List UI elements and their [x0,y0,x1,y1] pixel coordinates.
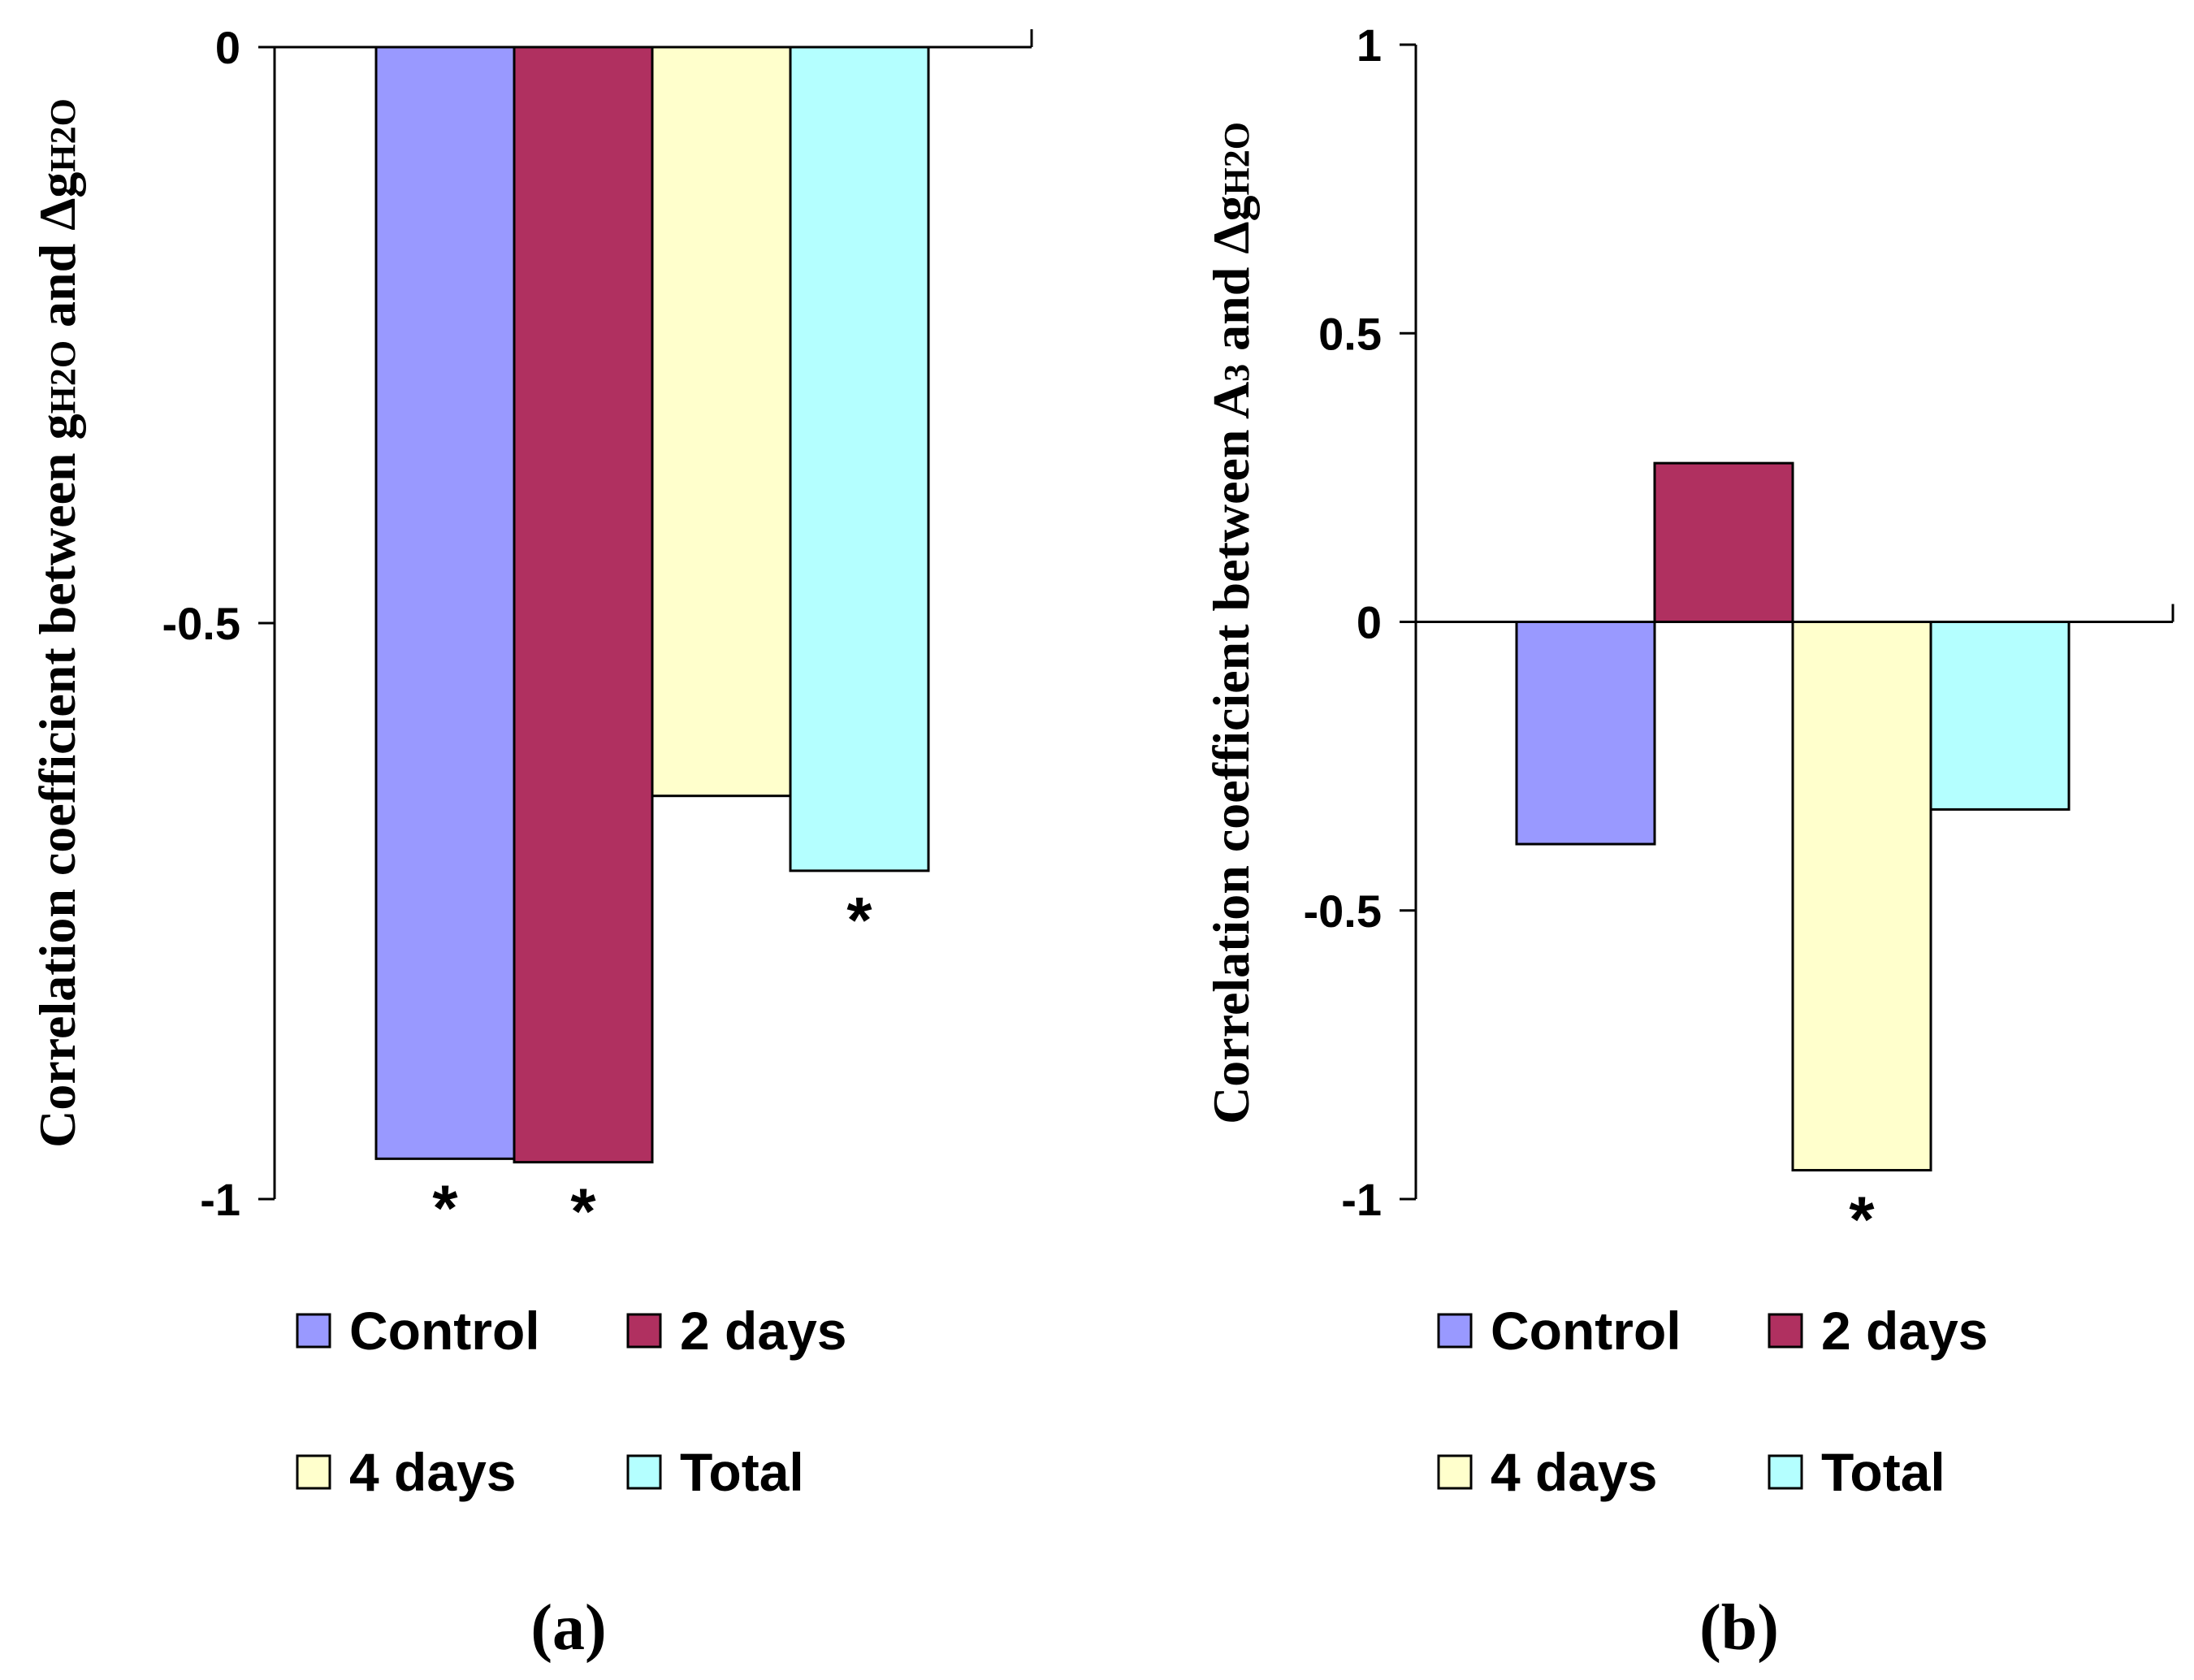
y-axis-label-part: Correlation coefficient between g [28,414,86,1147]
y-axis-label-subscript: H2O [1217,122,1257,195]
y-axis-label: Correlation coefficient between A3 and Δ… [1202,122,1260,1124]
bar-4-days [651,45,792,798]
panel-a: 0 -0.5 -1 * * * Correlation coefficient betwee… [28,22,1033,1664]
legend-swatch-4-days [296,1454,331,1490]
legend-label-2-days: 2 days [680,1301,846,1361]
bar-control [1515,621,1656,846]
significance-marker: * [1849,1183,1875,1255]
y-tick-label: 0.5 [1318,308,1382,359]
y-axis-label-subscript: H2O [43,98,83,171]
legend-label-4-days: 4 days [349,1442,516,1502]
panel-b: 1 0.5 0 -0.5 -1 * Correlation coefficient betw… [1202,19,2175,1664]
y-axis-label-subscript: 3 [1217,364,1257,382]
legend-label-2-days: 2 days [1821,1301,1988,1361]
y-tick-label: -1 [200,1174,240,1225]
y-tick-label: -1 [1341,1174,1382,1225]
y-tick-label: 0 [1357,597,1382,648]
significance-marker: * [570,1176,596,1248]
y-axis-label: Correlation coefficient between gH2O and… [28,98,86,1148]
y-tick-label: -0.5 [162,598,241,649]
y-tick-label: 1 [1357,19,1382,71]
legend-label-total: Total [1821,1442,1945,1502]
legend-label-total: Total [680,1442,804,1502]
y-axis-label-part: Correlation coefficient between A [1202,382,1260,1124]
y-axis-label-part: and Δg [28,172,86,340]
legend-swatch-control [1437,1313,1473,1349]
legend-swatch-total [1768,1454,1803,1490]
significance-marker: * [846,884,872,956]
legend-label-control: Control [1491,1301,1681,1361]
y-axis-label-part: and Δg [1202,196,1260,364]
bar-4-days [1791,621,1932,1171]
bar-2-days [1653,461,1794,623]
significance-marker: * [432,1171,458,1244]
legend-swatch-2-days [1768,1313,1803,1349]
bar-total [1929,621,2071,811]
y-tick-label: 0 [215,22,240,73]
bar-2-days [513,45,654,1164]
legend-swatch-control [296,1313,331,1349]
legend-label-4-days: 4 days [1491,1442,1657,1502]
legend-swatch-total [626,1454,662,1490]
y-tick-label: -0.5 [1304,885,1383,937]
legend-swatch-4-days [1437,1454,1473,1490]
legend-label-control: Control [349,1301,540,1361]
panel-label: (b) [1699,1592,1779,1664]
bar-total [789,45,930,872]
panel-label: (a) [530,1592,606,1664]
legend-swatch-2-days [626,1313,662,1349]
y-axis-label-subscript: H2O [43,340,83,414]
bar-control [374,45,516,1160]
